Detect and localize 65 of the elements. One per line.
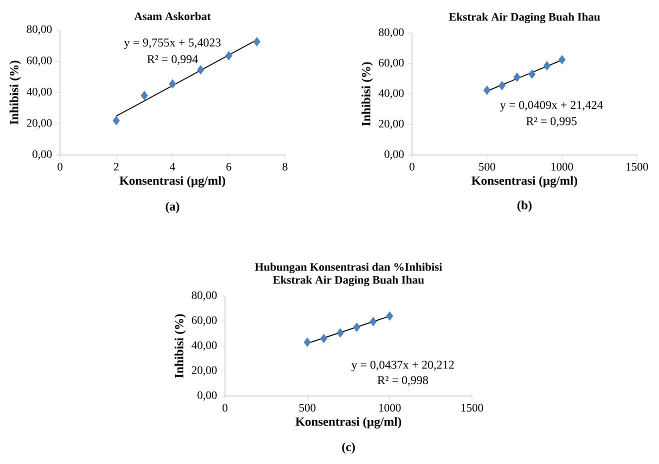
x-tick-label: 500 (299, 404, 316, 412)
x-tick-label: 0 (222, 404, 228, 412)
x-tick-label: 1500 (462, 404, 484, 412)
y-axis-title: Inhibisi (%) (174, 314, 186, 378)
point (498, 80, 506, 90)
point (304, 338, 311, 347)
y-axis-title: Inhibisi (%) (362, 62, 373, 126)
y-tick-label: 40,00 (26, 88, 52, 98)
x-axis-title: Konsentrasi (µg/ml) (472, 176, 578, 188)
point (140, 90, 148, 100)
point (225, 51, 232, 60)
x-tick-label: 6 (226, 162, 232, 171)
text: (a) (166, 202, 180, 214)
x-axis-title: Konsentrasi (µg/ml) (119, 176, 226, 188)
point (168, 79, 176, 89)
x-tick-label: 500 (479, 162, 496, 171)
annotation: R² = 0,994 (147, 55, 198, 65)
y-tick-label: 80,00 (378, 28, 404, 38)
y-tick-label: 20,00 (26, 119, 52, 128)
y-tick-label: 80,00 (192, 291, 217, 301)
x-tick-label: 1000 (379, 404, 401, 412)
x-tick-label: 2 (114, 162, 118, 170)
y-tick-label: 0,00 (198, 391, 217, 401)
point (543, 61, 551, 70)
x-tick-label: 4 (170, 162, 176, 170)
y-tick-label: 60,00 (378, 58, 404, 68)
point (197, 65, 204, 75)
chart-subtitle: Ekstrak Air Daging Buah Ihau (272, 276, 424, 286)
point (528, 69, 536, 79)
annotation: y = 9,755x + 5,4023 (124, 38, 221, 50)
y-tick-label: 20,00 (192, 366, 217, 376)
point (483, 85, 491, 95)
y-tick-label: 80,00 (26, 25, 52, 35)
annotation: R² = 0,998 (378, 376, 428, 386)
point (112, 116, 120, 126)
chart-title: Ekstrak Air Daging Buah Ihau (448, 12, 600, 24)
point (386, 311, 394, 321)
y-tick-label: 40,00 (378, 89, 404, 99)
y-tick-label: 0,00 (32, 150, 52, 160)
x-tick-label: 8 (282, 162, 288, 171)
y-tick-label: 20,00 (378, 120, 404, 130)
annotation: R² = 0,995 (526, 117, 577, 127)
x-tick-label: 0 (410, 162, 414, 171)
y-axis-title: Inhibisi (%) (10, 60, 21, 124)
point (558, 54, 566, 64)
text: (b) (517, 200, 532, 212)
annotation: y = 0,0437x + 20,212 (351, 360, 454, 372)
point (320, 334, 328, 344)
x-tick-label: 1500 (626, 162, 648, 171)
chart-title: Hubungan Konsentrasi dan %Inhibisi (254, 262, 442, 274)
y-tick-label: 0,00 (384, 150, 404, 160)
y-tick-label: 60,00 (26, 56, 52, 66)
x-tick-label: 1000 (552, 162, 574, 171)
chart-title: Asam Askorbat (134, 12, 211, 20)
y-tick-label: 60,00 (192, 316, 217, 326)
text: (c) (342, 442, 355, 454)
point (513, 72, 521, 82)
annotation: y = 0,0409x + 21,424 (500, 100, 603, 112)
point (253, 37, 260, 46)
point (370, 316, 377, 326)
y-tick-label: 40,00 (192, 341, 217, 351)
x-tick-label: 0 (58, 162, 62, 171)
point (336, 328, 344, 338)
x-axis-title: Konsentrasi (µg/ml) (295, 417, 402, 428)
point (353, 322, 360, 332)
